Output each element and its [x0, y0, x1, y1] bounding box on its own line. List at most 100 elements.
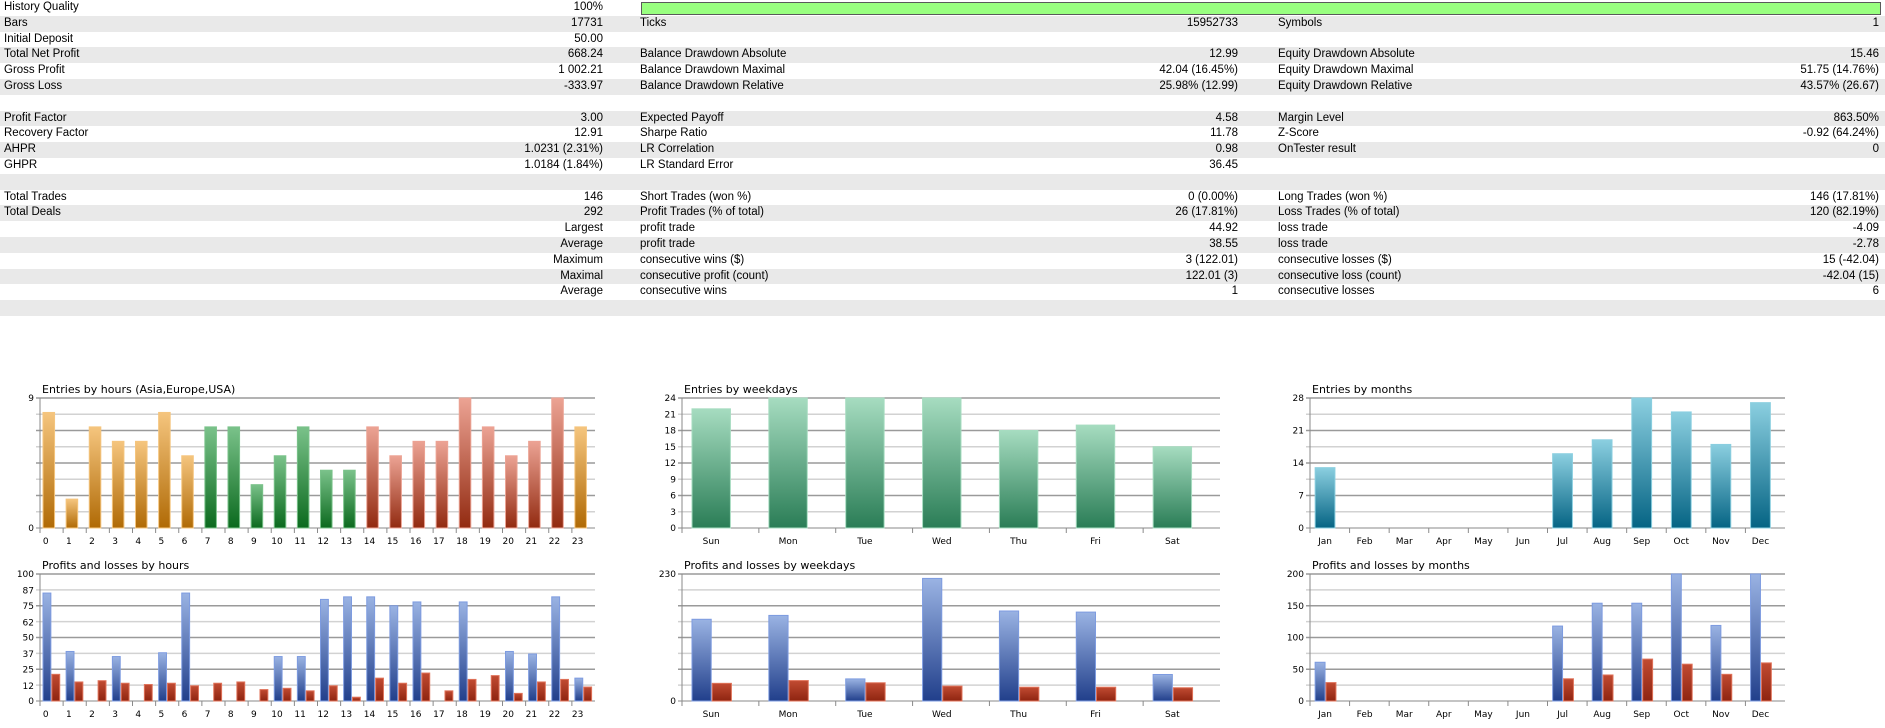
label-col1: Gross Profit	[4, 64, 65, 77]
bar	[273, 455, 287, 529]
label-col2: Balance Drawdown Absolute	[640, 48, 787, 61]
label-col1: Recovery Factor	[4, 127, 89, 140]
label-col3: Symbols	[1278, 16, 1323, 29]
bar	[458, 397, 472, 529]
report-row	[0, 300, 1885, 316]
value-col3: -2.78	[1852, 237, 1879, 250]
profit-bar	[458, 601, 468, 702]
loss-bar	[444, 690, 454, 702]
bar	[922, 397, 962, 529]
value-col1: 668.24	[567, 48, 603, 61]
x-tick-label: 20	[503, 537, 515, 547]
bar	[65, 498, 79, 529]
loss-bar	[259, 689, 269, 702]
label-col2: Balance Drawdown Maximal	[640, 64, 786, 77]
bar	[158, 411, 171, 529]
report-row: Average profit trade 38.55 loss trade -2.78	[0, 236, 1885, 253]
value-col2: 42.04 (16.45%)	[1159, 64, 1238, 77]
x-tick-label: Sun	[703, 710, 720, 720]
history-quality-bar	[641, 2, 1881, 15]
loss-bar	[865, 682, 886, 702]
profit-bar	[1670, 573, 1682, 702]
x-tick-label: 3	[112, 710, 118, 720]
label-col2: profit trade	[640, 237, 695, 250]
label-col3: Equity Drawdown Relative	[1278, 79, 1413, 92]
y-tick-label: 0	[28, 697, 34, 707]
report-row: Initial Deposit 50.00	[0, 32, 1885, 48]
x-tick-label: Sep	[1633, 537, 1650, 547]
label-col3: OnTester result	[1278, 143, 1356, 156]
x-tick-label: Nov	[1712, 710, 1730, 720]
report-row: Recovery Factor 12.91 Sharpe Ratio 11.78 Z-S…	[0, 126, 1885, 142]
y-tick-label: 0	[1298, 697, 1304, 707]
y-tick-label: 230	[659, 570, 676, 580]
value-col3: 15 (-42.04)	[1822, 253, 1879, 266]
label-col3: Equity Drawdown Absolute	[1278, 48, 1415, 61]
loss-bar	[328, 685, 338, 702]
x-tick-label: 16	[410, 710, 422, 720]
label-col2: Expected Payoff	[640, 111, 724, 124]
loss-bar	[1681, 663, 1693, 702]
x-tick-label: 14	[364, 537, 376, 547]
y-tick-label: 50	[1293, 665, 1305, 675]
y-tick-label: 0	[28, 524, 34, 534]
loss-bar	[788, 680, 809, 702]
x-tick-label: 1	[66, 537, 72, 547]
label-col2: profit trade	[640, 222, 695, 235]
x-tick-label: 17	[433, 710, 444, 720]
chart-title: Entries by hours (Asia,Europe,USA)	[42, 383, 235, 396]
x-tick-label: Wed	[932, 710, 952, 720]
value-history-quality: 100%	[573, 1, 603, 13]
value-col2: 122.01 (3)	[1185, 269, 1238, 282]
loss-bar	[351, 696, 361, 702]
y-tick-label: 21	[1293, 427, 1304, 437]
y-tick-label: 200	[1287, 570, 1304, 580]
label-col3: loss trade	[1278, 237, 1328, 250]
loss-bar	[1642, 658, 1654, 702]
loss-bar	[213, 682, 223, 702]
profit-bar	[922, 577, 943, 702]
value-col2: 0 (0.00%)	[1188, 190, 1238, 203]
y-tick-label: 87	[23, 587, 34, 597]
y-tick-label: 25	[23, 665, 34, 675]
x-tick-label: 15	[387, 710, 398, 720]
x-tick-label: 15	[387, 537, 398, 547]
x-tick-label: Feb	[1357, 537, 1373, 547]
label-col2: Sharpe Ratio	[640, 127, 708, 140]
x-tick-label: 16	[410, 537, 422, 547]
profit-bar	[296, 656, 306, 702]
bar	[135, 440, 148, 529]
x-tick-label: Dec	[1752, 537, 1769, 547]
loss-bar	[1172, 687, 1194, 702]
loss-bar	[236, 681, 246, 702]
bar	[528, 440, 541, 529]
profit-bar	[1591, 602, 1603, 702]
label-col2: Ticks	[640, 16, 667, 29]
x-tick-label: 0	[43, 710, 49, 720]
profit-bar	[551, 596, 561, 702]
bar	[1314, 467, 1336, 529]
x-tick-label: 2	[89, 537, 95, 547]
report-row: AHPR 1.0231 (2.31%) LR Correlation 0.98 OnTe…	[0, 142, 1885, 158]
bar	[551, 397, 564, 529]
label-col3: Margin Level	[1278, 111, 1344, 124]
bar	[42, 411, 56, 529]
chart-title: Entries by months	[1312, 383, 1412, 396]
chart-entries-by-hours: Entries by hours (Asia,Europe,USA) 0 9 0 1 2 3…	[0, 380, 600, 555]
profit-bar	[42, 592, 52, 702]
bar	[320, 469, 333, 529]
label-col2: LR Standard Error	[640, 158, 734, 171]
y-tick-label: 50	[23, 634, 35, 644]
profit-bar	[768, 614, 789, 702]
value-col1: -333.97	[563, 79, 603, 92]
label-col3: Long Trades (won %)	[1278, 190, 1388, 203]
x-tick-label: 5	[159, 537, 165, 547]
profit-bar	[691, 618, 712, 702]
x-tick-label: Jun	[1515, 710, 1530, 720]
x-tick-label: Sep	[1633, 710, 1650, 720]
profit-bar	[273, 656, 283, 702]
value-col3: -4.09	[1852, 222, 1879, 235]
value-col2: 26 (17.81%)	[1175, 206, 1238, 219]
label-col2: Balance Drawdown Relative	[640, 79, 784, 92]
label-col1: Profit Factor	[4, 111, 67, 124]
